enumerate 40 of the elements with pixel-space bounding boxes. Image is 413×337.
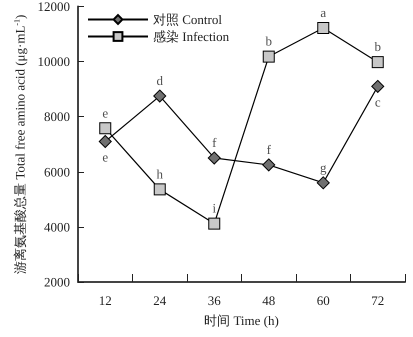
x-tick-label: 24	[153, 293, 167, 308]
annotation: e	[102, 149, 108, 164]
point	[316, 176, 330, 190]
point	[317, 22, 330, 34]
annotation: f	[266, 142, 272, 157]
annotation: e	[102, 105, 108, 120]
point	[262, 50, 275, 63]
y-tick-label: 12000	[38, 0, 70, 14]
annotation: b	[374, 39, 381, 54]
x-tick-label: 48	[262, 293, 276, 308]
y-tick-label: 8000	[44, 109, 70, 124]
x-tick-label: 36	[208, 293, 222, 308]
y-tick-label: 10000	[38, 54, 70, 70]
y-axis-title: 游离氨基酸总量 Total free amino acid (μg·mL-1)	[12, 14, 28, 274]
point	[208, 152, 221, 165]
x-tick-label: 72	[371, 293, 384, 308]
legend-label: 感染 Infection	[153, 29, 230, 44]
x-tick-label: 12	[98, 293, 112, 308]
annotation: f	[212, 135, 218, 150]
point	[98, 134, 112, 148]
y-tick-label: 6000	[44, 164, 70, 180]
annotation: g	[320, 160, 327, 175]
annotation: c	[374, 94, 381, 110]
point	[154, 183, 166, 196]
y-tick-label: 4000	[44, 219, 70, 234]
legend-label: 对照 Control	[153, 12, 222, 27]
annotation: i	[212, 200, 216, 216]
point	[262, 158, 276, 172]
point	[372, 56, 384, 68]
point	[99, 122, 112, 134]
point	[208, 218, 220, 230]
annotation: a	[320, 4, 326, 20]
point	[153, 90, 166, 103]
x-axis-title: 时间 Time (h)	[204, 313, 279, 328]
annotation: h	[156, 166, 164, 182]
annotation: d	[156, 73, 164, 88]
x-tick-label: 60	[316, 293, 330, 308]
point	[371, 80, 384, 93]
annotation: b	[266, 34, 272, 49]
y-tick-label: 2000	[44, 274, 70, 290]
